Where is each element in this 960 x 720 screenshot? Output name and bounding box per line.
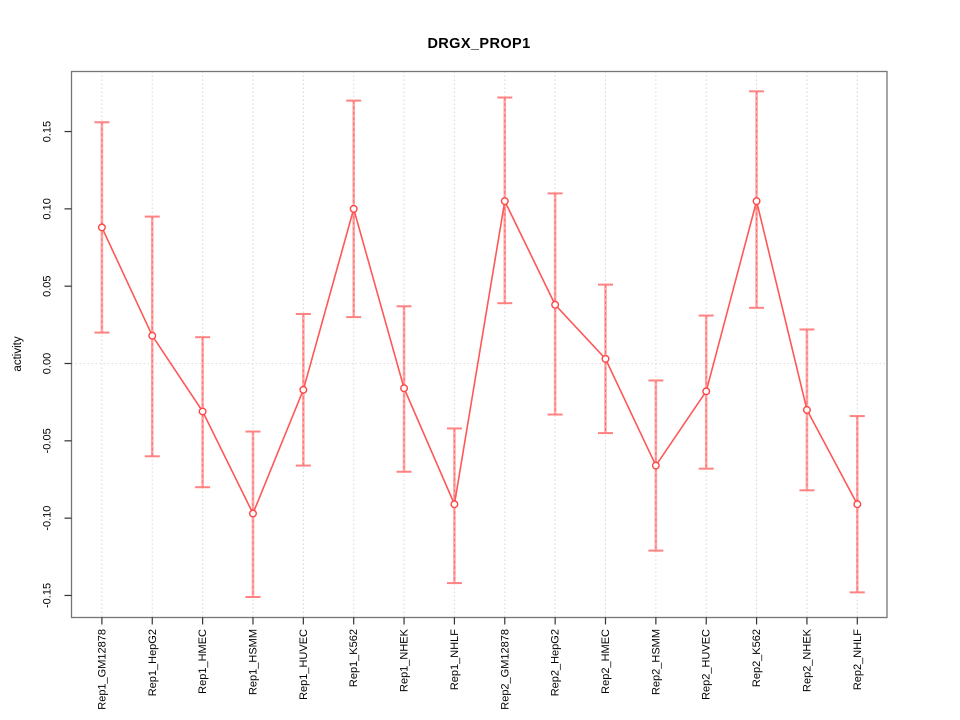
x-tick-label: Rep1_HepG2 [147, 629, 159, 696]
data-point-marker [349, 204, 358, 213]
y-tick-label: 0.00 [42, 353, 54, 374]
data-point-marker [248, 509, 257, 518]
x-tick-label: Rep2_K562 [751, 629, 763, 687]
y-tick-label: -0.15 [42, 583, 54, 608]
plot-box [70, 70, 888, 619]
data-point-marker [148, 331, 157, 340]
data-point-marker [198, 407, 207, 416]
series-line [101, 198, 859, 516]
data-point-marker [802, 405, 811, 414]
data-point-marker [450, 500, 459, 509]
x-tick-label: Rep1_K562 [348, 629, 360, 687]
x-tick-label: Rep2_GM12878 [499, 629, 511, 710]
data-point-marker [97, 223, 106, 232]
x-tick-label: Rep2_HMEC [600, 629, 612, 694]
y-tick-label: 0.10 [42, 198, 54, 219]
plot-area: -0.15 -0.10 -0.05 0.00 0.05 0.10 0.15 Rep1_GM12… [42, 70, 888, 710]
x-tick-label: Rep2_HUVEC [701, 629, 713, 700]
y-axis-title: activity [12, 336, 24, 371]
x-tick-label: Rep2_HepG2 [550, 629, 562, 696]
data-point-marker [752, 197, 761, 206]
x-tick-label: Rep1_NHLF [449, 629, 461, 690]
y-tick-label: 0.15 [42, 121, 54, 142]
x-tick-label: Rep1_HUVEC [298, 629, 310, 700]
y-tick-label: 0.05 [42, 275, 54, 296]
chart-title: DRGX_PROP1 [427, 36, 530, 52]
y-tick-label: -0.10 [42, 506, 54, 531]
data-point-marker [702, 387, 711, 396]
data-point-marker [500, 197, 509, 206]
x-tick-label: Rep2_HSMM [650, 629, 662, 695]
data-point-marker [601, 354, 610, 363]
x-tick-label: Rep2_NHEK [801, 628, 813, 692]
data-point-marker [400, 384, 409, 393]
data-point-marker [551, 300, 560, 309]
x-tick-label: Rep1_GM12878 [96, 629, 108, 710]
y-tick-label: -0.05 [42, 428, 54, 453]
x-tick-label: Rep1_HMEC [197, 629, 209, 694]
x-tick-label: Rep2_NHLF [852, 629, 864, 690]
data-point-marker [853, 500, 862, 509]
data-point-marker [651, 461, 660, 470]
x-tick-label: Rep1_HSMM [248, 629, 260, 695]
data-point-marker [299, 385, 308, 394]
x-tick-label: Rep1_NHEK [399, 628, 411, 692]
